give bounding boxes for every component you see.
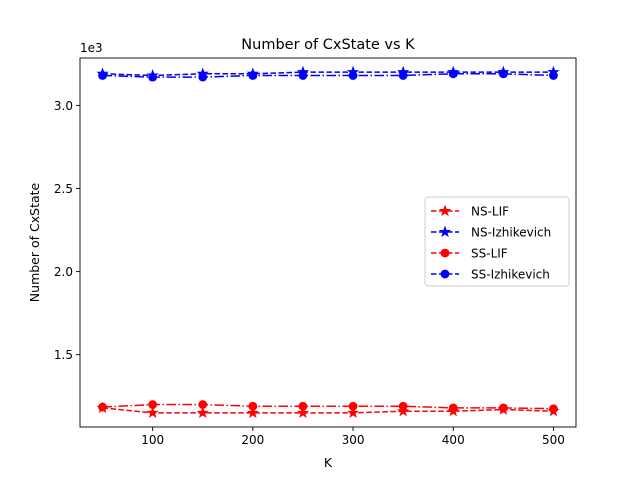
y-axis: 1.5 2.0 2.5 3.0 <box>54 99 80 362</box>
chart-title: Number of CxState vs K <box>241 37 415 53</box>
x-tick-label: 500 <box>542 433 565 447</box>
y-axis-label: Number of CxState <box>27 182 42 302</box>
legend-label: NS-Izhikevich <box>471 226 551 240</box>
data-point-circle <box>98 402 107 412</box>
legend-box <box>424 196 570 287</box>
x-axis: 100 200 300 400 500 <box>141 427 565 447</box>
data-point-circle <box>248 401 258 411</box>
legend-marker <box>438 225 452 238</box>
data-point-circle <box>198 400 208 409</box>
legend-label: NS-LIF <box>471 205 509 219</box>
legend-label: SS-Izhikevich <box>471 268 550 282</box>
data-point-circle <box>148 72 158 82</box>
legend-entry: SS-LIF <box>431 247 508 261</box>
legend-entry: NS-Izhikevich <box>431 226 551 240</box>
x-tick-label: 300 <box>342 433 365 447</box>
legend-label: SS-LIF <box>471 247 508 261</box>
series-line <box>102 407 554 414</box>
legend: NS-LIF NS-Izhikevich SS-LIF SS-Izhikevich <box>424 196 570 287</box>
legend-entry: NS-LIF <box>431 205 509 219</box>
data-point-circle <box>298 401 308 411</box>
series-ss-lif <box>98 400 558 414</box>
series-line <box>102 403 554 410</box>
data-point-circle <box>98 71 107 80</box>
data-point-circle <box>398 71 408 80</box>
series-ss-izhikevich <box>98 69 558 82</box>
y-tick-label: 1.5 <box>54 348 73 362</box>
y-tick-label: 2.0 <box>54 265 73 279</box>
data-point-star <box>296 406 310 419</box>
series-line <box>102 73 554 78</box>
data-point-circle <box>198 72 208 82</box>
x-tick-label: 200 <box>241 433 264 447</box>
data-point-star <box>346 406 360 419</box>
data-point-star <box>246 406 259 419</box>
legend-marker <box>440 269 450 279</box>
data-point-star <box>146 406 159 419</box>
y-tick-label: 2.5 <box>54 182 73 196</box>
plot-frame <box>79 57 577 428</box>
data-point-star <box>196 406 209 419</box>
legend-entry: SS-Izhikevich <box>431 268 550 282</box>
data-point-circle <box>549 404 558 414</box>
data-point-circle <box>549 71 558 80</box>
data-point-circle <box>448 69 458 79</box>
data-point-circle <box>348 71 358 80</box>
data-point-circle <box>398 401 408 411</box>
data-point-circle <box>348 401 358 411</box>
y-axis-offset-label: 1e3 <box>80 41 103 55</box>
data-point-circle <box>248 71 258 80</box>
data-point-star <box>397 404 410 417</box>
data-point-circle <box>498 403 508 413</box>
data-point-circle <box>148 400 158 409</box>
data-point-circle <box>448 403 458 413</box>
data-point-circle <box>298 71 308 80</box>
data-point-circle <box>498 69 508 79</box>
y-tick-label: 3.0 <box>54 99 73 113</box>
x-tick-label: 100 <box>141 433 164 447</box>
series-layer <box>96 65 560 419</box>
legend-marker <box>438 204 452 217</box>
legend-marker <box>440 248 450 258</box>
legend-entries: NS-LIF NS-Izhikevich SS-LIF SS-Izhikevich <box>431 205 551 282</box>
x-tick-label: 400 <box>442 433 465 447</box>
x-axis-label: K <box>324 455 333 470</box>
series-line <box>102 71 554 77</box>
